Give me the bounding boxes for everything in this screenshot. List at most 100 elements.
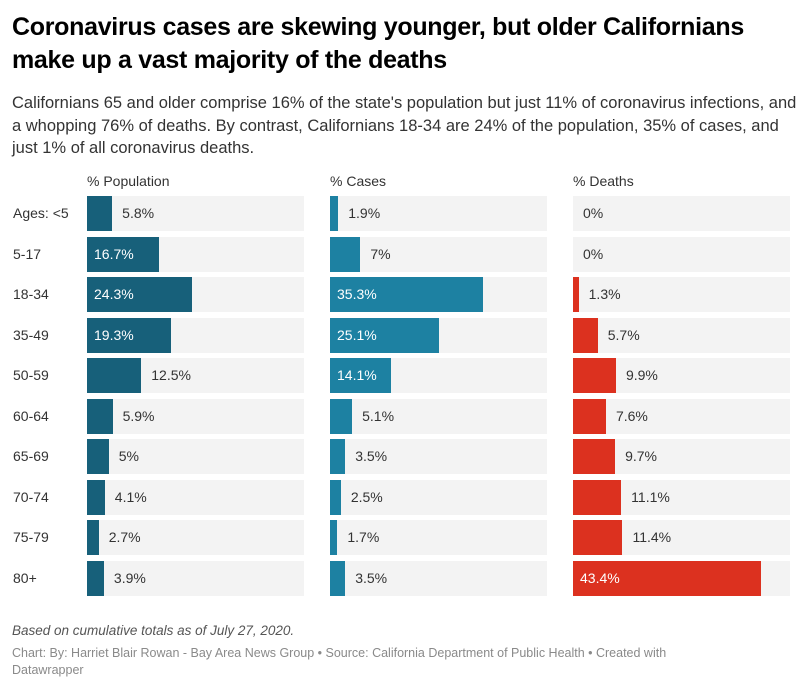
bar-track: 1.3% xyxy=(573,277,790,312)
bar-track: 11.1% xyxy=(573,479,790,515)
data-label: 16.7% xyxy=(94,245,134,262)
row-label: 65-69 xyxy=(13,448,49,464)
column-header-deaths: % Deaths xyxy=(573,173,634,189)
row-label: 60-64 xyxy=(13,407,49,424)
bar-cases-50-59 xyxy=(330,358,392,393)
row-label: 75-79 xyxy=(13,529,49,545)
bar-deaths-60-64 xyxy=(573,398,606,434)
bar-track: 9.7% xyxy=(573,439,790,474)
data-label: 0% xyxy=(583,205,604,221)
bar-deaths-18-34 xyxy=(573,277,579,312)
bar-track: 25.1% xyxy=(330,317,547,353)
data-label: 19.3% xyxy=(94,326,134,343)
bar-track: 5.1% xyxy=(330,398,547,434)
data-label: 25.1% xyxy=(337,326,377,343)
data-label: 1.3% xyxy=(588,286,621,302)
data-label: 9.9% xyxy=(625,367,658,383)
row-label: 18-34 xyxy=(13,286,49,302)
data-label: 5% xyxy=(118,448,139,464)
bar-track: 16.7% xyxy=(87,236,304,272)
bar-track: 5.7% xyxy=(573,317,790,353)
data-label: 14.1% xyxy=(337,367,377,383)
data-label: 3.5% xyxy=(355,569,388,586)
data-label: 0% xyxy=(583,245,604,262)
bar-population-18-34 xyxy=(87,277,193,312)
bar-track: 4.1% xyxy=(87,479,304,515)
bar-track: 24.3% xyxy=(87,277,304,312)
bar-track: 2.5% xyxy=(330,479,547,515)
column-header-cases: % Cases xyxy=(330,173,387,189)
row-label: Ages: <5 xyxy=(13,205,69,221)
data-label: 3.9% xyxy=(113,569,146,586)
bar-track: 35.3% xyxy=(330,277,547,312)
data-label: 4.1% xyxy=(114,488,147,505)
data-label: 43.4% xyxy=(580,569,620,586)
bar-deaths-80 xyxy=(573,560,762,596)
bar-track: 2.7% xyxy=(87,520,304,555)
bar-track: 12.5% xyxy=(87,358,304,393)
data-label: 5.7% xyxy=(607,326,640,343)
row-label: 50-59 xyxy=(13,367,49,383)
data-label: 7.6% xyxy=(615,407,648,424)
data-label: 5.9% xyxy=(122,407,155,424)
bar-population-75-79 xyxy=(87,520,99,555)
bar-track: 0% xyxy=(573,196,790,231)
bar-cases-75-79 xyxy=(330,520,338,555)
data-label: 11.1% xyxy=(631,488,670,505)
bar-track: 9.9% xyxy=(573,358,790,393)
bar-deaths-65-69 xyxy=(573,439,616,474)
bar-track: 19.3% xyxy=(87,317,304,353)
bar-population-ages-5 xyxy=(87,196,113,231)
data-label: 1.7% xyxy=(347,529,380,545)
data-label: 5.1% xyxy=(362,407,395,424)
bar-population-70-74 xyxy=(87,479,105,515)
bar-track: 5.8% xyxy=(87,196,304,231)
data-label: 1.9% xyxy=(348,205,381,221)
bar-track: 7.6% xyxy=(573,398,790,434)
row-label: 5-17 xyxy=(13,245,42,262)
bar-deaths-50-59 xyxy=(573,358,616,393)
data-label: 2.7% xyxy=(108,529,141,545)
bar-cases-70-74 xyxy=(330,479,341,515)
data-label: 5.8% xyxy=(122,205,155,221)
bar-track: 3.5% xyxy=(330,439,547,474)
bar-track: 7% xyxy=(330,236,547,272)
bar-cases-ages-5 xyxy=(330,196,339,231)
bar-track: 43.4% xyxy=(573,560,790,596)
data-label: 2.5% xyxy=(350,488,383,505)
bar-population-5-17 xyxy=(87,236,160,272)
bar-deaths-35-49 xyxy=(573,317,598,353)
data-label: 12.5% xyxy=(151,367,191,383)
data-label: 11.4% xyxy=(632,529,672,545)
bar-track: 11.4% xyxy=(573,520,790,555)
data-label: 7% xyxy=(370,245,391,262)
chart-notes: Based on cumulative totals as of July 27… xyxy=(12,623,295,638)
bar-track: 5% xyxy=(87,439,304,474)
column-header-population: % Population xyxy=(87,173,170,189)
chart-byline: Chart: By: Harriet Blair Rowan - Bay Are… xyxy=(12,646,667,677)
row-label: 35-49 xyxy=(13,326,49,343)
bar-track: 0% xyxy=(573,236,790,272)
bar-track: 1.7% xyxy=(330,520,547,555)
data-label: 9.7% xyxy=(625,448,658,464)
bar-cases-60-64 xyxy=(330,398,353,434)
bar-deaths-70-74 xyxy=(573,479,622,515)
bar-cases-5-17 xyxy=(330,236,361,272)
bar-cases-18-34 xyxy=(330,277,484,312)
data-label: 3.5% xyxy=(355,448,388,464)
bar-cases-65-69 xyxy=(330,439,346,474)
bar-cases-35-49 xyxy=(330,317,439,353)
bar-population-60-64 xyxy=(87,398,113,434)
row-label: 70-74 xyxy=(13,488,49,505)
bar-cases-80 xyxy=(330,560,346,596)
bar-population-35-49 xyxy=(87,317,171,353)
bar-track: 3.9% xyxy=(87,560,304,596)
bar-population-80 xyxy=(87,560,104,596)
data-label: 35.3% xyxy=(337,286,377,302)
bar-population-50-59 xyxy=(87,358,142,393)
row-label: 80+ xyxy=(13,569,37,586)
bar-population-65-69 xyxy=(87,439,109,474)
bar-deaths-75-79 xyxy=(573,520,623,555)
chart-title: Coronavirus cases are skewing younger, b… xyxy=(12,13,744,74)
bar-track: 1.9% xyxy=(330,196,547,231)
